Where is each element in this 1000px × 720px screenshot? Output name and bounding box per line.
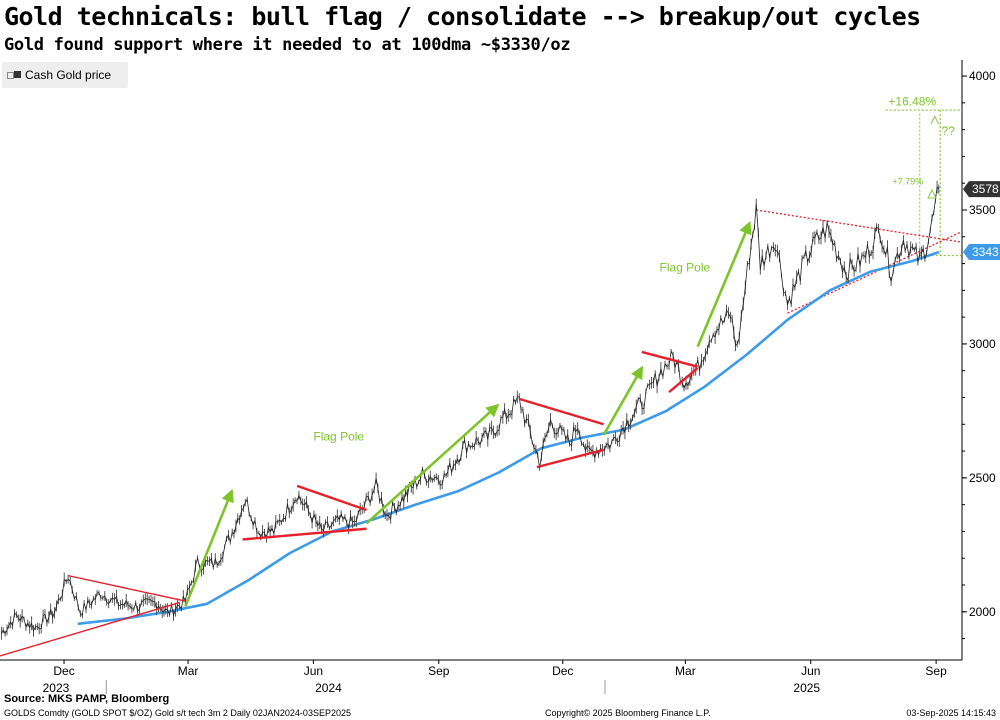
source-note: Source: MKS PAMP, Bloomberg [4, 693, 170, 705]
legend-label: Cash Gold price [25, 68, 112, 82]
flag-line [668, 367, 699, 394]
annotation-label: Flag Pole [313, 429, 364, 443]
x-tick-label: Mar [178, 664, 199, 678]
flag-pole-arrow [696, 220, 752, 348]
price-tag-label: 3343 [972, 245, 999, 259]
annotation-label: ?? [942, 124, 956, 138]
x-tick-label: Jun [801, 664, 820, 678]
x-year-label: 2025 [793, 681, 820, 695]
x-tick-label: Jun [304, 664, 323, 678]
price-tag [963, 244, 1000, 261]
annotation-label: +7.79% [893, 177, 924, 187]
flag-line [67, 574, 186, 602]
x-year-label: 2023 [43, 681, 70, 695]
flag-line [518, 397, 604, 426]
flag-pole-arrow [184, 488, 234, 607]
flag-line [0, 601, 181, 657]
up-arrow-icon [930, 115, 940, 125]
x-year-label: 2024 [315, 681, 342, 695]
flag-line [641, 350, 698, 368]
flag-pole-arrow [365, 403, 500, 525]
annotation-label: Flag Pole [660, 261, 711, 275]
timestamp: 03-Sep-2025 14:15:43 [906, 708, 996, 718]
chart-title: Gold technicals: bull flag / consolidate… [4, 2, 921, 31]
annotation-label: +16.48% [888, 95, 936, 109]
price-tag [963, 181, 1000, 198]
copyright: Copyright© 2025 Bloomberg Finance L.P. [545, 708, 711, 718]
price-tag-label: 3578 [972, 182, 999, 196]
y-tick-label: 2500 [969, 471, 996, 485]
y-tick-label: 3000 [969, 337, 996, 351]
x-tick-label: Dec [552, 664, 573, 678]
flag-line [296, 484, 367, 512]
legend-swatch-icon [14, 71, 21, 79]
price-bars [0, 180, 940, 640]
flag-pole-arrow [602, 365, 644, 436]
ma-100-line [77, 250, 940, 626]
x-tick-label: Dec [53, 664, 74, 678]
chart-subtitle: Gold found support where it needed to at… [4, 35, 571, 55]
x-tick-label: Mar [675, 664, 696, 678]
flag-line [242, 527, 367, 541]
y-tick-label: 3500 [969, 203, 996, 217]
ticker-info: GOLDS Comdty (GOLD SPOT $/OZ) Gold s/t t… [4, 708, 351, 718]
triangle-line [756, 209, 963, 243]
x-tick-label: Sep [428, 664, 450, 678]
up-triangle-icon [927, 188, 937, 199]
y-tick-label: 4000 [969, 69, 996, 83]
price-line [1, 186, 940, 635]
legend-checkbox-icon[interactable] [7, 72, 14, 79]
legend[interactable]: Cash Gold price [2, 62, 128, 88]
flag-line [536, 448, 604, 469]
x-tick-label: Sep [925, 664, 947, 678]
y-tick-label: 2000 [969, 605, 996, 619]
